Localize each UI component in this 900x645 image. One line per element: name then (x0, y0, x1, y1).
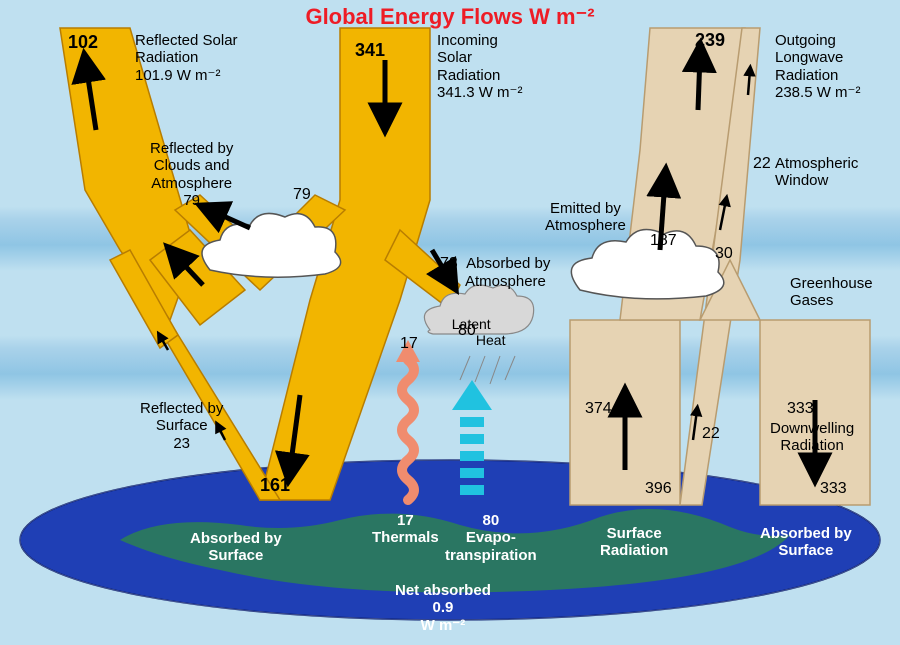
reflected-clouds-label: Reflected byClouds andAtmosphere79 (150, 140, 233, 209)
incoming-solar-label: IncomingSolarRadiation341.3 W m⁻² (437, 32, 522, 101)
window-22a: 22 (753, 155, 771, 173)
greenhouse-label: GreenhouseGases (790, 275, 873, 310)
evapo-label: 80Evapo-transpiration (445, 512, 537, 564)
surface-radiation-label: SurfaceRadiation (600, 525, 668, 560)
atm-window-label: AtmosphericWindow (775, 155, 858, 190)
split-30: 30 (715, 245, 733, 263)
latent-heat-label: Latent Heat (437, 316, 505, 348)
thermals-label: 17Thermals (372, 512, 439, 547)
thermals-top: 17 (400, 335, 418, 353)
emitted-187: 187 (650, 232, 677, 250)
surf-rad-374: 374 (585, 400, 612, 418)
reflected-top-val: 102 (68, 32, 98, 53)
absorbed-atm-label: 78 Absorbed by Atmosphere (440, 255, 550, 291)
absorbed-surface-left-label: Absorbed bySurface (190, 530, 282, 565)
branch-79: 79 (293, 186, 311, 204)
downwelling-333b: 333 (820, 480, 847, 498)
surf-rad-396: 396 (645, 480, 672, 498)
absorbed-left-val: 161 (260, 475, 290, 496)
net-absorbed-label: Net absorbed0.9W m⁻² (395, 582, 491, 634)
reflected-surface-label: Reflected bySurface23 (140, 400, 223, 452)
incoming-top-val: 341 (355, 40, 385, 61)
downwelling-label: DownwellingRadiation (770, 420, 854, 455)
outgoing-top-val: 239 (695, 30, 725, 51)
reflected-solar-label: Reflected SolarRadiation101.9 W m⁻² (135, 32, 238, 84)
absorbed-surface-right-label: Absorbed bySurface (760, 525, 852, 560)
outgoing-lw-label: OutgoingLongwaveRadiation238.5 W m⁻² (775, 32, 860, 101)
emitted-atm-label: Emitted byAtmosphere (545, 200, 626, 235)
downwelling-333: 333 (787, 400, 814, 418)
window-22b: 22 (702, 425, 720, 443)
